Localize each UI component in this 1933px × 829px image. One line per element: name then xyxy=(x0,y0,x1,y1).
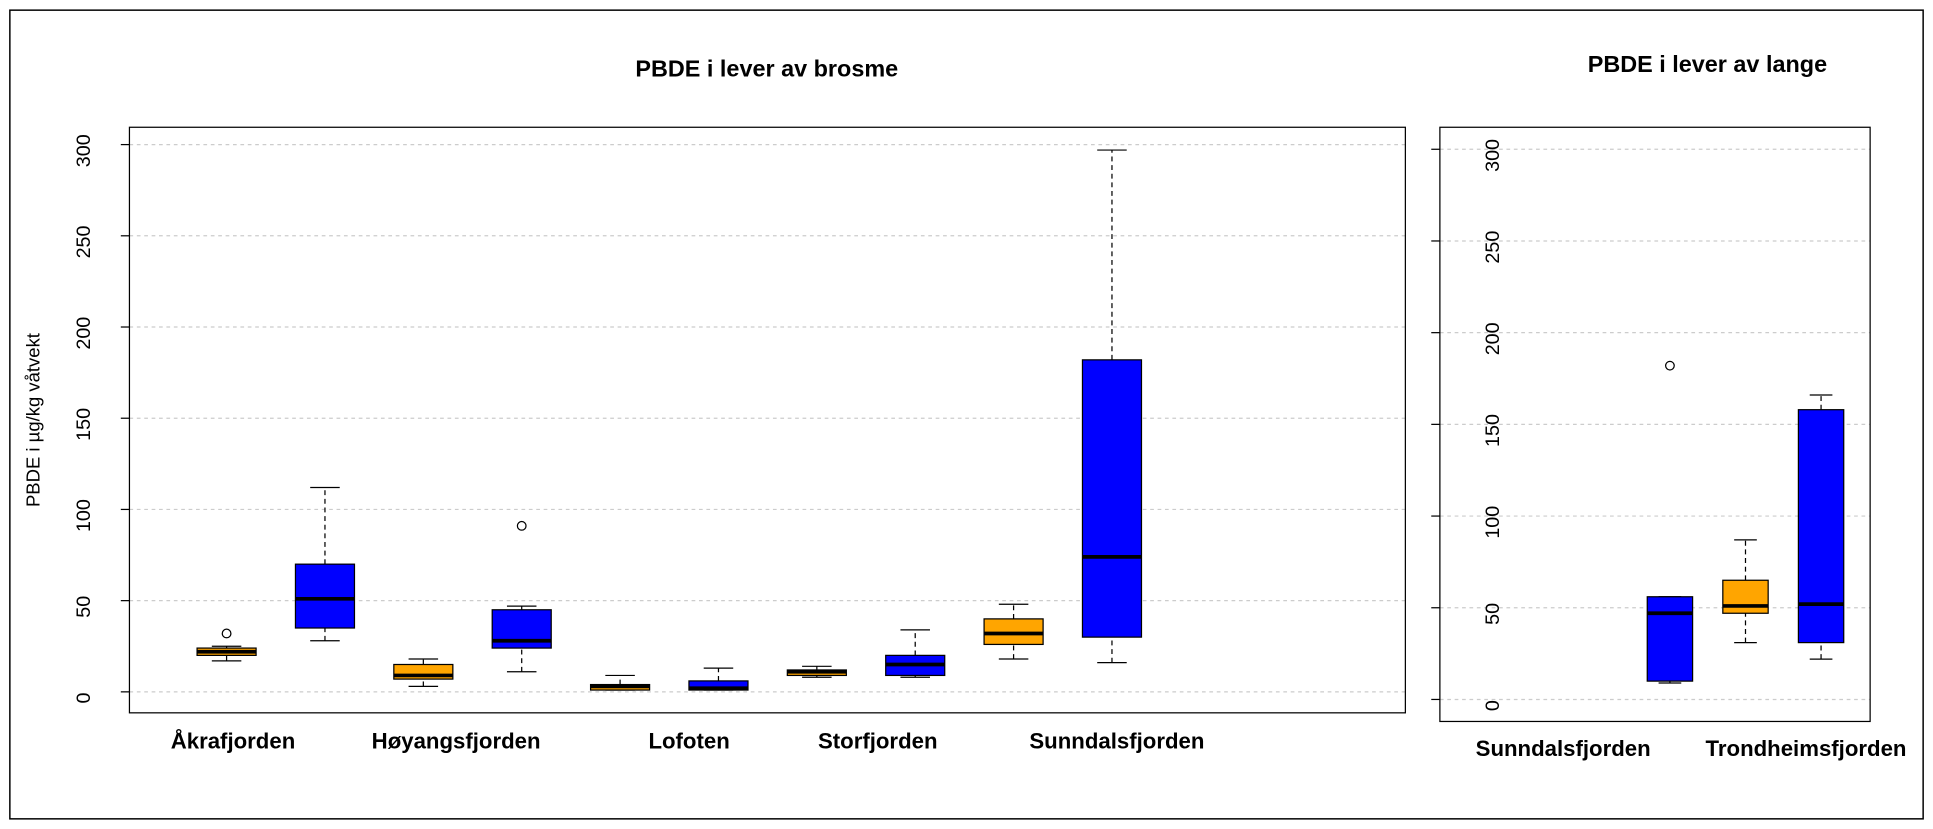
chart-title: PBDE i lever av lange xyxy=(1588,51,1827,77)
plot-frame xyxy=(1439,126,1871,723)
y-tick-label: 250 xyxy=(73,225,95,258)
y-tick-label: 0 xyxy=(73,693,95,704)
chart-title: PBDE i lever av brosme xyxy=(635,56,898,82)
y-tick-label: 50 xyxy=(73,596,95,618)
x-tick-label: Trondheimsfjorden xyxy=(1706,736,1907,761)
box xyxy=(1797,409,1845,644)
y-tick-label: 200 xyxy=(73,317,95,350)
y-tick-label: 300 xyxy=(73,134,95,167)
x-tick-label: Sunndalsfjorden xyxy=(1029,729,1204,754)
outer-frame xyxy=(9,9,1924,820)
y-axis-label: PBDE i µg/kg våtvekt xyxy=(22,333,43,507)
box xyxy=(294,563,356,629)
y-tick-label: 300 xyxy=(1482,139,1504,172)
y-tick-label: 250 xyxy=(1482,231,1504,264)
x-tick-label: Åkrafjorden xyxy=(171,728,296,754)
y-tick-label: 200 xyxy=(1482,322,1504,355)
outlier xyxy=(1664,360,1675,371)
outlier xyxy=(516,520,527,531)
y-tick-label: 50 xyxy=(1482,603,1504,625)
box xyxy=(1646,596,1694,682)
x-tick-label: Høyangsfjorden xyxy=(372,729,541,754)
x-tick-label: Storfjorden xyxy=(818,729,938,754)
outlier xyxy=(221,628,232,639)
x-tick-label: Sunndalsfjorden xyxy=(1476,736,1651,761)
y-tick-label: 0 xyxy=(1482,700,1504,711)
y-tick-label: 100 xyxy=(73,499,95,532)
plot-frame xyxy=(128,126,1406,714)
y-tick-label: 150 xyxy=(1482,414,1504,447)
x-tick-label: Lofoten xyxy=(648,729,729,754)
box xyxy=(1081,359,1143,638)
box xyxy=(1722,579,1769,614)
y-tick-label: 100 xyxy=(1482,506,1504,539)
y-tick-label: 150 xyxy=(73,408,95,441)
